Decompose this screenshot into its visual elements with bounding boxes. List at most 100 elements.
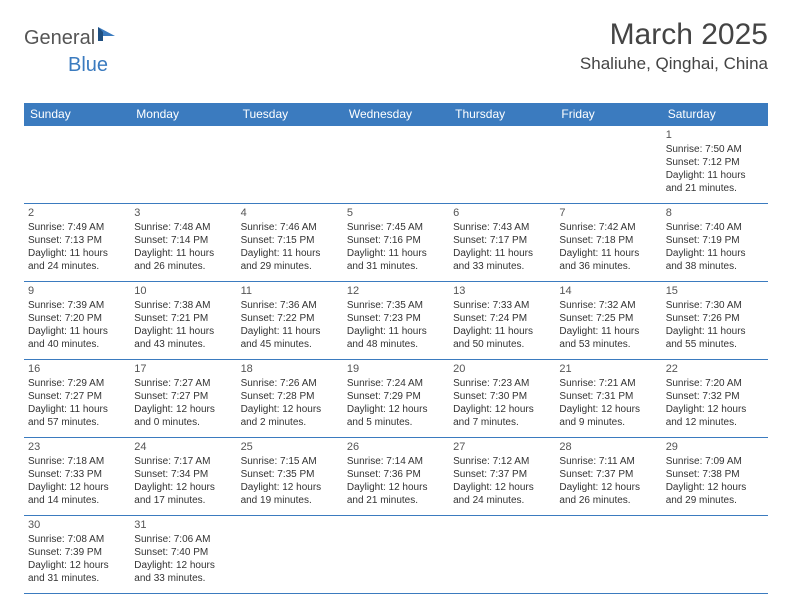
sunrise-text: Sunrise: 7:48 AM [134, 221, 232, 234]
sunrise-text: Sunrise: 7:18 AM [28, 455, 126, 468]
calendar-day-cell: 8Sunrise: 7:40 AMSunset: 7:19 PMDaylight… [662, 204, 768, 282]
daylight-text: Daylight: 12 hours and 0 minutes. [134, 403, 232, 429]
sunrise-text: Sunrise: 7:21 AM [559, 377, 657, 390]
calendar-week-row: 30Sunrise: 7:08 AMSunset: 7:39 PMDayligh… [24, 516, 768, 594]
calendar-day-cell: 16Sunrise: 7:29 AMSunset: 7:27 PMDayligh… [24, 360, 130, 438]
calendar-day-cell: 30Sunrise: 7:08 AMSunset: 7:39 PMDayligh… [24, 516, 130, 594]
day-number: 14 [559, 284, 657, 298]
day-number: 27 [453, 440, 551, 454]
calendar-day-cell: 25Sunrise: 7:15 AMSunset: 7:35 PMDayligh… [237, 438, 343, 516]
calendar-empty-cell [237, 126, 343, 204]
sunrise-text: Sunrise: 7:26 AM [241, 377, 339, 390]
daylight-text: Daylight: 12 hours and 14 minutes. [28, 481, 126, 507]
calendar-day-cell: 26Sunrise: 7:14 AMSunset: 7:36 PMDayligh… [343, 438, 449, 516]
sunrise-text: Sunrise: 7:46 AM [241, 221, 339, 234]
sunset-text: Sunset: 7:15 PM [241, 234, 339, 247]
day-number: 8 [666, 206, 764, 220]
day-number: 21 [559, 362, 657, 376]
sunset-text: Sunset: 7:38 PM [666, 468, 764, 481]
day-number: 2 [28, 206, 126, 220]
daylight-text: Daylight: 11 hours and 36 minutes. [559, 247, 657, 273]
daylight-text: Daylight: 12 hours and 2 minutes. [241, 403, 339, 429]
daylight-text: Daylight: 12 hours and 17 minutes. [134, 481, 232, 507]
day-number: 5 [347, 206, 445, 220]
calendar-week-row: 1Sunrise: 7:50 AMSunset: 7:12 PMDaylight… [24, 126, 768, 204]
calendar-day-cell: 9Sunrise: 7:39 AMSunset: 7:20 PMDaylight… [24, 282, 130, 360]
calendar-week-row: 2Sunrise: 7:49 AMSunset: 7:13 PMDaylight… [24, 204, 768, 282]
calendar-day-cell: 22Sunrise: 7:20 AMSunset: 7:32 PMDayligh… [662, 360, 768, 438]
calendar-day-cell: 23Sunrise: 7:18 AMSunset: 7:33 PMDayligh… [24, 438, 130, 516]
calendar-day-cell: 31Sunrise: 7:06 AMSunset: 7:40 PMDayligh… [130, 516, 236, 594]
weekday-header: Sunday [24, 103, 130, 126]
daylight-text: Daylight: 11 hours and 21 minutes. [666, 169, 764, 195]
calendar-day-cell: 14Sunrise: 7:32 AMSunset: 7:25 PMDayligh… [555, 282, 661, 360]
calendar-empty-cell [555, 126, 661, 204]
calendar-day-cell: 20Sunrise: 7:23 AMSunset: 7:30 PMDayligh… [449, 360, 555, 438]
sunset-text: Sunset: 7:13 PM [28, 234, 126, 247]
daylight-text: Daylight: 11 hours and 57 minutes. [28, 403, 126, 429]
sunset-text: Sunset: 7:30 PM [453, 390, 551, 403]
sunrise-text: Sunrise: 7:30 AM [666, 299, 764, 312]
day-number: 1 [666, 128, 764, 142]
sunrise-text: Sunrise: 7:12 AM [453, 455, 551, 468]
daylight-text: Daylight: 12 hours and 19 minutes. [241, 481, 339, 507]
sunset-text: Sunset: 7:36 PM [347, 468, 445, 481]
daylight-text: Daylight: 12 hours and 24 minutes. [453, 481, 551, 507]
day-number: 4 [241, 206, 339, 220]
daylight-text: Daylight: 12 hours and 5 minutes. [347, 403, 445, 429]
calendar-day-cell: 6Sunrise: 7:43 AMSunset: 7:17 PMDaylight… [449, 204, 555, 282]
calendar-table: SundayMondayTuesdayWednesdayThursdayFrid… [24, 103, 768, 594]
daylight-text: Daylight: 11 hours and 45 minutes. [241, 325, 339, 351]
calendar-day-cell: 28Sunrise: 7:11 AMSunset: 7:37 PMDayligh… [555, 438, 661, 516]
weekday-header: Thursday [449, 103, 555, 126]
sunset-text: Sunset: 7:35 PM [241, 468, 339, 481]
day-number: 26 [347, 440, 445, 454]
sunrise-text: Sunrise: 7:36 AM [241, 299, 339, 312]
sunrise-text: Sunrise: 7:50 AM [666, 143, 764, 156]
sunset-text: Sunset: 7:39 PM [28, 546, 126, 559]
sunset-text: Sunset: 7:24 PM [453, 312, 551, 325]
daylight-text: Daylight: 11 hours and 43 minutes. [134, 325, 232, 351]
day-number: 17 [134, 362, 232, 376]
daylight-text: Daylight: 12 hours and 9 minutes. [559, 403, 657, 429]
day-number: 13 [453, 284, 551, 298]
calendar-empty-cell [343, 516, 449, 594]
sunset-text: Sunset: 7:27 PM [28, 390, 126, 403]
day-number: 31 [134, 518, 232, 532]
daylight-text: Daylight: 12 hours and 33 minutes. [134, 559, 232, 585]
sunset-text: Sunset: 7:27 PM [134, 390, 232, 403]
sunrise-text: Sunrise: 7:17 AM [134, 455, 232, 468]
logo-text-general: General [24, 27, 95, 50]
calendar-day-cell: 2Sunrise: 7:49 AMSunset: 7:13 PMDaylight… [24, 204, 130, 282]
daylight-text: Daylight: 11 hours and 53 minutes. [559, 325, 657, 351]
daylight-text: Daylight: 11 hours and 48 minutes. [347, 325, 445, 351]
sunset-text: Sunset: 7:18 PM [559, 234, 657, 247]
sunset-text: Sunset: 7:12 PM [666, 156, 764, 169]
sunrise-text: Sunrise: 7:33 AM [453, 299, 551, 312]
daylight-text: Daylight: 11 hours and 26 minutes. [134, 247, 232, 273]
day-number: 6 [453, 206, 551, 220]
calendar-day-cell: 29Sunrise: 7:09 AMSunset: 7:38 PMDayligh… [662, 438, 768, 516]
day-number: 18 [241, 362, 339, 376]
sunset-text: Sunset: 7:16 PM [347, 234, 445, 247]
day-number: 28 [559, 440, 657, 454]
sunset-text: Sunset: 7:37 PM [559, 468, 657, 481]
sunrise-text: Sunrise: 7:38 AM [134, 299, 232, 312]
calendar-week-row: 9Sunrise: 7:39 AMSunset: 7:20 PMDaylight… [24, 282, 768, 360]
calendar-day-cell: 3Sunrise: 7:48 AMSunset: 7:14 PMDaylight… [130, 204, 236, 282]
sunrise-text: Sunrise: 7:23 AM [453, 377, 551, 390]
weekday-header: Saturday [662, 103, 768, 126]
day-number: 22 [666, 362, 764, 376]
day-number: 12 [347, 284, 445, 298]
daylight-text: Daylight: 12 hours and 26 minutes. [559, 481, 657, 507]
daylight-text: Daylight: 11 hours and 50 minutes. [453, 325, 551, 351]
day-number: 20 [453, 362, 551, 376]
sunset-text: Sunset: 7:19 PM [666, 234, 764, 247]
daylight-text: Daylight: 12 hours and 21 minutes. [347, 481, 445, 507]
daylight-text: Daylight: 12 hours and 12 minutes. [666, 403, 764, 429]
calendar-day-cell: 18Sunrise: 7:26 AMSunset: 7:28 PMDayligh… [237, 360, 343, 438]
calendar-day-cell: 17Sunrise: 7:27 AMSunset: 7:27 PMDayligh… [130, 360, 236, 438]
calendar-empty-cell [662, 516, 768, 594]
weekday-header: Wednesday [343, 103, 449, 126]
sunset-text: Sunset: 7:26 PM [666, 312, 764, 325]
